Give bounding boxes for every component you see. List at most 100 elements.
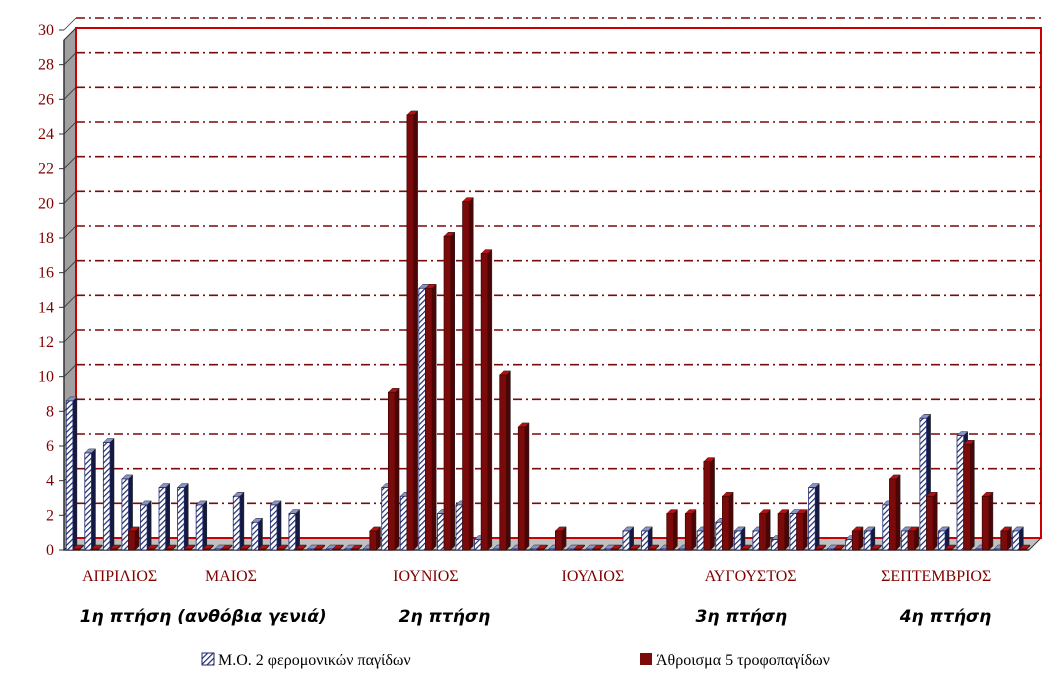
bar-food: [239, 544, 252, 551]
bar-front: [443, 235, 452, 551]
bar-front: [128, 530, 136, 551]
bar-front: [833, 548, 841, 551]
bar-side: [165, 482, 170, 551]
bar-front: [944, 548, 953, 551]
bar-food: [276, 544, 289, 551]
bar-side: [970, 439, 975, 551]
gridline-side: [63, 295, 77, 308]
bar-pheromone: [288, 508, 301, 551]
bar-front: [666, 513, 674, 551]
month-label: ΣΕΠΤΕΜΒΡΙΟΣ: [881, 568, 991, 585]
bar-side: [184, 482, 189, 551]
bar-food: [387, 387, 400, 551]
bar-food: [796, 508, 808, 551]
gridline-side: [63, 87, 77, 100]
bar-front: [610, 548, 619, 551]
bar-food: [127, 526, 140, 551]
bar-side: [710, 456, 715, 551]
bar-side: [276, 500, 282, 551]
bar-food: [554, 526, 567, 551]
bar-pheromone: [65, 396, 78, 551]
bar-front: [307, 548, 315, 551]
bar-front: [121, 478, 129, 551]
bar-side: [673, 508, 678, 551]
bar-food: [424, 283, 437, 551]
y-tick-label: 0: [46, 542, 54, 559]
bar-front: [703, 461, 711, 551]
bar-pheromone: [195, 500, 208, 551]
bar-front: [870, 548, 878, 551]
bar-food: [833, 544, 846, 551]
bar-front: [239, 548, 248, 551]
y-tick-label: 12: [38, 334, 54, 351]
bar-front: [362, 548, 371, 551]
bar-front: [276, 548, 285, 551]
bar-front: [195, 504, 204, 551]
bar-front: [84, 452, 92, 551]
bar-food: [183, 544, 196, 551]
bar-front: [678, 548, 686, 551]
bar-front: [499, 374, 507, 551]
bar-front: [1000, 530, 1008, 551]
gridline-side: [63, 225, 77, 239]
bar-front: [752, 530, 760, 551]
bar-food: [536, 544, 549, 551]
bar-food: [443, 231, 456, 551]
bar-front: [814, 548, 823, 551]
bar-side: [413, 110, 418, 551]
bar-front: [796, 513, 804, 551]
bar-front: [826, 548, 835, 551]
bar-side: [91, 448, 96, 551]
bar-front: [981, 495, 990, 551]
bar-front: [436, 513, 445, 551]
y-tick-label: 18: [38, 230, 54, 247]
bar-food: [981, 491, 994, 551]
bar-front: [109, 548, 118, 551]
bar-front: [555, 530, 563, 551]
bar-front: [418, 287, 426, 551]
bars: [65, 110, 1031, 551]
bar-front: [462, 201, 470, 551]
bar-pheromone: [807, 482, 820, 551]
bar-food: [629, 544, 641, 551]
bar-side: [506, 370, 511, 551]
bar-front: [381, 487, 389, 551]
bar-food: [462, 196, 474, 551]
bar-front: [926, 495, 934, 551]
bar-front: [474, 539, 482, 551]
bar-front: [511, 548, 519, 551]
bar-side: [803, 508, 808, 551]
bar-food: [684, 508, 697, 551]
y-tick-label: 30: [38, 22, 54, 39]
bar-front: [641, 530, 649, 551]
bar-front: [889, 478, 897, 551]
bar-side: [728, 491, 734, 551]
bar-front: [938, 530, 946, 551]
bar-side: [765, 508, 771, 551]
bar-front: [863, 530, 872, 551]
bar-side: [72, 396, 78, 551]
bar-food: [480, 248, 493, 551]
bar-pheromone: [251, 517, 264, 551]
bar-front: [622, 530, 631, 551]
bar-front: [907, 530, 916, 551]
bar-side: [450, 231, 455, 551]
bar-food: [1000, 526, 1013, 551]
bar-front: [882, 504, 890, 551]
bar-side: [932, 491, 938, 551]
bar-pheromone: [84, 448, 97, 551]
bar-front: [975, 548, 983, 551]
bar-front: [492, 548, 501, 551]
bar-side: [524, 422, 530, 551]
bar-front: [566, 548, 575, 551]
bar-side: [431, 283, 437, 551]
bar-front: [91, 548, 99, 551]
bar-side: [109, 437, 115, 551]
y-tick-label: 22: [38, 161, 54, 178]
bar-food: [72, 544, 85, 551]
y-tick-label: 8: [46, 403, 54, 420]
bar-food: [944, 544, 957, 551]
y-tick-label: 6: [46, 438, 54, 455]
bar-food: [294, 544, 307, 551]
bar-front: [722, 495, 730, 551]
